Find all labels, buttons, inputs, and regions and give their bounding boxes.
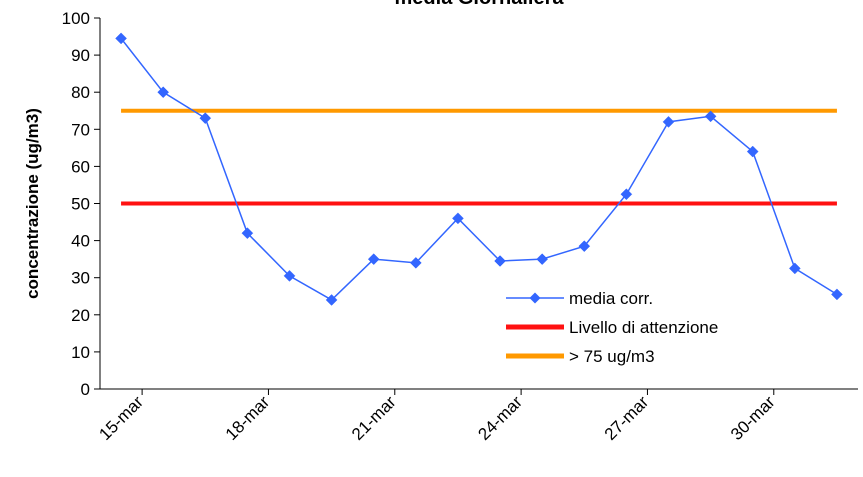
legend-label: > 75 ug/m3 <box>569 347 655 366</box>
x-tick-label: 21-mar <box>348 392 400 444</box>
x-tick-label: 24-mar <box>474 392 526 444</box>
data-point <box>409 257 422 269</box>
y-tick-label: 20 <box>71 306 90 325</box>
y-tick-label: 0 <box>81 380 90 399</box>
legend-marker <box>529 292 541 304</box>
data-point <box>746 145 759 158</box>
x-tick-label: 15-mar <box>95 392 147 444</box>
data-point <box>452 212 464 225</box>
y-tick-label: 90 <box>71 46 90 65</box>
legend-label: media corr. <box>569 289 653 308</box>
data-point <box>578 240 591 253</box>
data-point <box>325 294 338 306</box>
y-tick-label: 60 <box>71 157 90 176</box>
data-point <box>283 269 296 282</box>
legend-label: Livello di attenzione <box>569 318 718 337</box>
y-tick-label: 80 <box>71 83 90 102</box>
data-point <box>536 253 549 266</box>
data-point <box>115 32 127 45</box>
axes: 0 10 20 30 40 50 60 70 80 90 100 15-mar 18-mar 21-mar… <box>62 9 858 444</box>
legend: media corr. Livello di attenzione > 75 ug/… <box>506 289 718 366</box>
x-tick-label: 27-mar <box>601 392 653 444</box>
y-tick-label: 50 <box>71 195 90 214</box>
y-tick-label: 30 <box>71 269 90 288</box>
data-point <box>199 112 212 125</box>
y-tick-label: 70 <box>71 120 90 139</box>
data-point <box>788 262 801 275</box>
data-point <box>620 188 633 201</box>
data-point <box>704 110 717 123</box>
data-point <box>241 227 254 240</box>
data-point <box>157 86 170 99</box>
data-point <box>662 116 675 128</box>
data-point <box>367 253 380 266</box>
x-tick-label: 30-mar <box>727 392 779 444</box>
y-tick-label: 100 <box>62 9 90 28</box>
y-tick-label: 10 <box>71 343 90 362</box>
y-tick-label: 40 <box>71 232 90 251</box>
data-point <box>831 288 843 301</box>
data-point <box>494 255 506 267</box>
chart-title: media Giornaliera <box>395 0 565 9</box>
series-layer <box>115 32 843 306</box>
x-tick-label: 18-mar <box>222 392 274 444</box>
y-axis-title: concentrazione (ug/m3) <box>23 108 42 299</box>
series-line-media <box>120 37 838 301</box>
